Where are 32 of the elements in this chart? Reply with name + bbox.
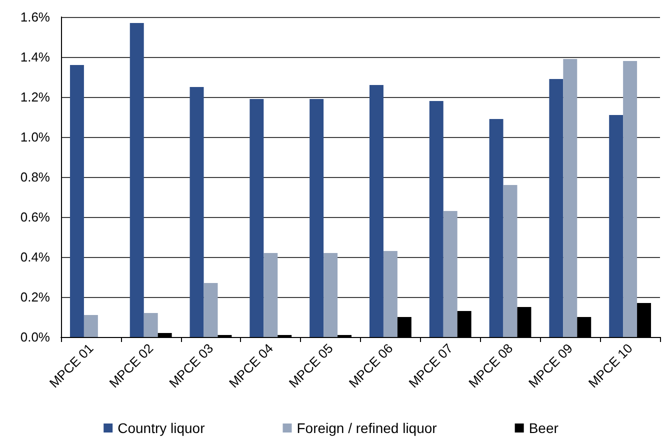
- bar: [383, 251, 398, 337]
- bar: [623, 61, 638, 337]
- bar: [549, 79, 564, 337]
- bar: [190, 87, 204, 337]
- bar: [84, 315, 98, 337]
- bar: [429, 101, 444, 337]
- y-tick-label: 0.6%: [20, 210, 50, 224]
- bar: [489, 119, 504, 337]
- legend-label: Foreign / refined liquor: [296, 420, 438, 436]
- bar: [443, 211, 458, 337]
- bar: [144, 313, 158, 337]
- y-tick-label: 1.0%: [20, 130, 50, 144]
- bar: [70, 65, 84, 337]
- y-tick-label: 0.0%: [20, 330, 50, 344]
- y-tick-label: 0.2%: [20, 290, 50, 304]
- bar: [204, 283, 218, 337]
- y-tick-label: 0.8%: [20, 170, 50, 184]
- legend-label: Country liquor: [118, 420, 206, 436]
- bar: [130, 23, 144, 337]
- bar: [264, 253, 278, 337]
- bar: [324, 253, 338, 337]
- bar: [250, 99, 264, 337]
- bar: [609, 115, 624, 337]
- bar: [503, 185, 518, 337]
- y-tick-label: 0.4%: [20, 250, 50, 264]
- bar: [369, 85, 384, 337]
- bar: [563, 59, 578, 337]
- y-tick-label: 1.2%: [20, 90, 50, 104]
- bar: [310, 99, 324, 337]
- y-tick-label: 1.6%: [20, 10, 50, 24]
- legend-label: Beer: [528, 420, 559, 436]
- y-tick-label: 1.4%: [20, 50, 50, 64]
